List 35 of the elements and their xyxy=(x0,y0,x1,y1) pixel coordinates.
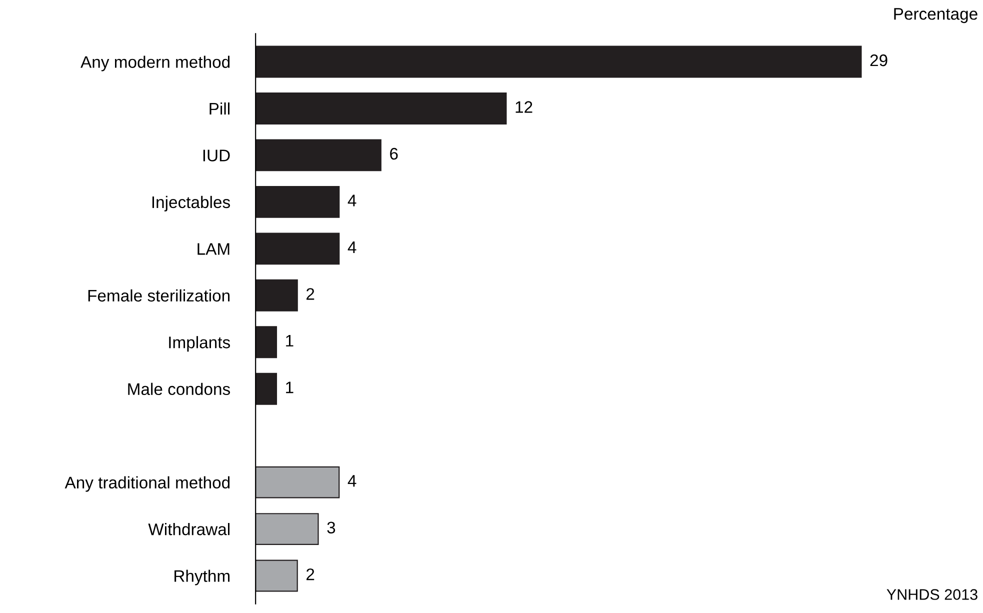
bar xyxy=(256,232,340,265)
x-axis-title: Percentage xyxy=(894,8,978,24)
y-tick-label: Male condons xyxy=(128,382,230,396)
y-tick-label: Any modern method xyxy=(80,56,230,72)
y-tick-label: Withdrawal xyxy=(148,523,230,536)
data-label: 4 xyxy=(348,242,356,253)
data-label: 29 xyxy=(870,54,888,66)
y-tick-label: Female sterilization xyxy=(88,289,230,302)
bar xyxy=(256,560,298,592)
data-label: 6 xyxy=(390,148,398,160)
data-label: 2 xyxy=(306,568,314,580)
data-label: 2 xyxy=(306,288,314,300)
text: YNHDS 2013 xyxy=(886,589,978,600)
y-tick-label: Any traditional method xyxy=(64,476,230,492)
data-label: 12 xyxy=(516,101,532,113)
y-tick-label: Injectables xyxy=(152,196,230,212)
data-label: 4 xyxy=(348,475,356,487)
bar xyxy=(256,186,340,218)
data-label: 4 xyxy=(348,194,356,206)
bar xyxy=(256,466,340,498)
y-tick-label: Implants xyxy=(169,336,230,352)
bar xyxy=(256,372,278,405)
y-tick-label: IUD xyxy=(203,150,230,162)
bar xyxy=(256,326,278,358)
bar xyxy=(256,139,382,172)
bar xyxy=(256,92,507,124)
y-tick-label: Rhythm xyxy=(174,570,230,586)
bar xyxy=(256,513,319,546)
y-tick-label: Pill xyxy=(210,102,230,115)
data-label: 1 xyxy=(286,382,294,394)
bar xyxy=(256,279,298,312)
data-label: 1 xyxy=(286,334,294,346)
y-tick-label: LAM xyxy=(198,243,230,255)
data-label: 3 xyxy=(327,522,336,534)
bar xyxy=(256,46,862,78)
